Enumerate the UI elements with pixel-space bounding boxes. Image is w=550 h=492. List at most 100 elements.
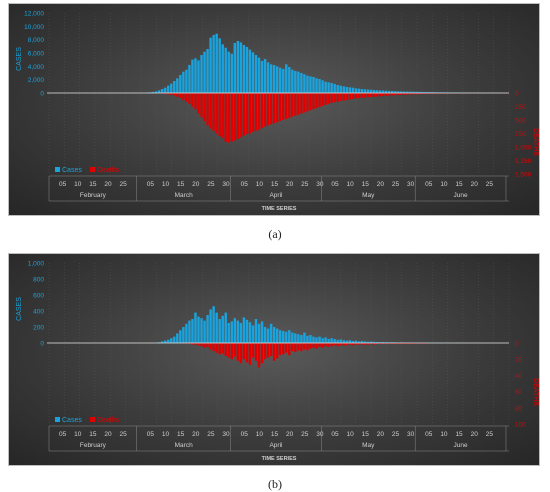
deaths-bar	[212, 343, 215, 352]
cases-bar	[227, 51, 230, 93]
deaths-tick-label: 80	[515, 405, 523, 412]
cases-bar	[251, 325, 255, 343]
deaths-bar	[378, 93, 382, 97]
day-tick-label: 30	[407, 181, 415, 188]
day-tick-label: 25	[486, 181, 494, 188]
deaths-bar	[282, 93, 285, 120]
deaths-bar	[348, 93, 352, 100]
cases-bar	[372, 90, 376, 93]
day-tick-label: 25	[486, 431, 494, 438]
deaths-bar	[342, 343, 345, 346]
deaths-bar	[427, 93, 430, 94]
cases-tick-label: 12,000	[24, 11, 44, 18]
deaths-bar	[182, 93, 185, 101]
deaths-bar	[321, 93, 324, 106]
month-label: April	[269, 192, 283, 199]
deaths-tick-label: 20	[515, 357, 523, 364]
cases-tick-label: 0	[40, 91, 44, 98]
deaths-bar	[294, 93, 297, 116]
deaths-bar	[330, 93, 333, 103]
month-label: June	[454, 192, 468, 199]
cases-bar	[381, 90, 385, 93]
deaths-bar	[418, 343, 421, 344]
cases-bar	[375, 342, 379, 343]
deaths-bar	[418, 93, 421, 95]
cases-bar	[360, 341, 364, 343]
cases-bar	[327, 82, 330, 93]
deaths-bar	[288, 93, 291, 118]
day-tick-label: 20	[286, 181, 294, 188]
deaths-bar	[282, 343, 285, 355]
deaths-bar	[415, 93, 418, 95]
deaths-bar	[409, 93, 412, 95]
cases-bar	[224, 312, 227, 343]
deaths-bar	[342, 93, 345, 101]
cases-bar	[342, 86, 345, 93]
deaths-bar	[366, 343, 370, 345]
deaths-bar	[327, 93, 330, 104]
deaths-bar	[406, 343, 409, 344]
deaths-bar	[215, 343, 218, 353]
month-label: May	[362, 442, 375, 449]
cases-bar	[354, 88, 358, 93]
deaths-bar	[403, 93, 406, 95]
deaths-axis-title: DEATHS	[532, 128, 539, 156]
cases-bar	[300, 335, 303, 343]
cases-bar	[257, 57, 261, 93]
cases-bar	[303, 332, 306, 343]
cases-bar	[191, 59, 194, 93]
deaths-bar	[254, 93, 258, 131]
deaths-bar	[291, 93, 294, 117]
deaths-bar	[297, 343, 300, 351]
cases-tick-label: 6,000	[28, 51, 45, 58]
deaths-bar	[263, 93, 267, 127]
cases-bar	[176, 78, 179, 93]
cases-bar	[221, 315, 224, 343]
cases-bar	[269, 64, 273, 93]
deaths-bar	[245, 343, 249, 363]
deaths-bar	[327, 343, 330, 348]
deaths-bar	[291, 343, 294, 352]
cases-bar	[430, 92, 433, 93]
deaths-bar	[227, 93, 230, 143]
cases-bar	[170, 338, 173, 343]
cases-bar	[348, 340, 352, 343]
chart-b: 1,000 800 600 400 200 0 0 20 40 60 80 100 CASES DEATH…	[16, 261, 539, 463]
deaths-bar	[375, 93, 379, 97]
deaths-bar	[294, 343, 297, 352]
cases-bar	[427, 92, 430, 93]
month-label: February	[80, 442, 107, 449]
cases-bar	[291, 69, 294, 93]
deaths-bar	[409, 343, 412, 344]
day-tick-label: 30	[316, 181, 324, 188]
deaths-bar	[324, 93, 327, 105]
deaths-bar	[242, 93, 246, 136]
legend-deaths-label: Deaths	[97, 417, 120, 424]
cases-bar	[263, 327, 267, 343]
chart-panel-a: 12,000 10,000 8,000 6,000 4,000 2,000 0 0 250 500…	[8, 3, 540, 216]
cases-bar	[321, 338, 324, 343]
deaths-bar	[188, 93, 191, 104]
cases-bar	[327, 339, 330, 343]
day-tick-label: 05	[59, 431, 67, 438]
cases-bar	[279, 330, 282, 343]
cases-bar	[312, 336, 315, 343]
cases-bar	[306, 75, 309, 93]
day-tick-label: 25	[392, 181, 400, 188]
cases-bar	[233, 318, 237, 343]
day-tick-label: 20	[104, 431, 112, 438]
deaths-bar	[236, 93, 240, 139]
day-tick-label: 05	[331, 431, 339, 438]
deaths-bar	[336, 343, 339, 347]
cases-bar	[197, 60, 200, 93]
caption-a: (a)	[268, 227, 282, 241]
cases-bar	[257, 323, 261, 343]
deaths-bar	[200, 343, 203, 347]
day-tick-label: 30	[222, 431, 230, 438]
cases-bar	[342, 340, 345, 343]
day-tick-label: 25	[392, 431, 400, 438]
day-tick-label: 10	[162, 431, 170, 438]
cases-bar	[164, 87, 167, 93]
month-label: June	[454, 442, 468, 449]
deaths-bar	[400, 93, 403, 95]
